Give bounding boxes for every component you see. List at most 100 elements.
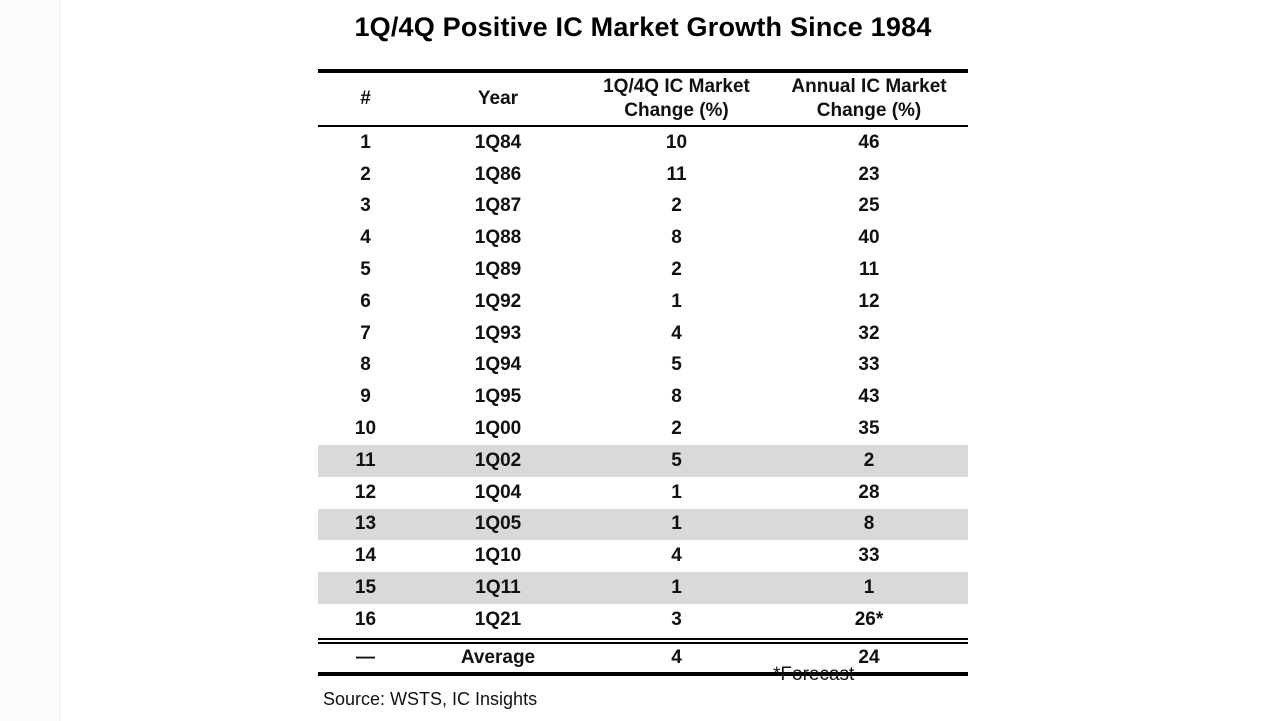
row-q-change: 8: [671, 227, 682, 249]
row-num: 13: [354, 513, 377, 535]
table-row: 7 1Q93 4 32: [318, 318, 968, 350]
table-row: 15 1Q11 1 1: [318, 572, 968, 604]
row-annual-change: 11: [858, 259, 880, 281]
row-q-change: 1: [671, 290, 682, 312]
average-row: — Average 4 24: [318, 644, 968, 672]
header-year: Year: [477, 88, 519, 109]
row-q-change: 8: [671, 386, 682, 408]
row-q-change: 5: [671, 354, 682, 376]
bottom-rule: [318, 671, 968, 676]
row-annual-change: 1: [863, 577, 875, 599]
row-num: 6: [360, 290, 371, 312]
row-year: 1Q92: [474, 290, 522, 312]
row-num: 16: [354, 608, 377, 630]
row-q-change: 11: [666, 163, 687, 185]
row-num: 5: [360, 259, 371, 281]
average-num: —: [356, 646, 375, 668]
row-year: 1Q93: [474, 322, 522, 344]
row-q-change: 4: [671, 322, 682, 344]
table-row: 16 1Q21 3 26*: [318, 604, 968, 636]
table-row: 6 1Q92 1 12: [318, 286, 968, 318]
table-row: 3 1Q87 2 25: [318, 191, 968, 223]
table-row: 5 1Q89 2 11: [318, 254, 968, 286]
table-row: 14 1Q10 4 33: [318, 540, 968, 572]
double-rule: [318, 637, 968, 644]
row-q-change: 4: [671, 545, 682, 567]
row-q-change: 1: [671, 577, 682, 599]
row-annual-change: 32: [858, 322, 880, 344]
row-annual-change: 23: [858, 163, 880, 185]
table-row: 10 1Q00 2 35: [318, 413, 968, 445]
row-q-change: 10: [665, 131, 688, 153]
table-header-row: # Year 1Q/4Q IC Market Change (%) Annual…: [318, 73, 968, 125]
table-row: 2 1Q86 11 23: [318, 159, 968, 191]
row-year: 1Q04: [474, 481, 522, 503]
header-rule: [318, 125, 968, 127]
row-num: 15: [354, 577, 377, 599]
row-year: 1Q00: [474, 418, 522, 440]
table-row: 9 1Q95 8 43: [318, 381, 968, 413]
header-annual-line1: Annual IC Market: [791, 76, 947, 97]
average-label: Average: [460, 646, 536, 668]
table-row: 1 1Q84 10 46: [318, 127, 968, 159]
row-q-change: 1: [671, 513, 682, 535]
header-q-change-line2: Change (%): [624, 100, 729, 121]
row-num: 3: [360, 195, 371, 217]
row-annual-change: 8: [863, 513, 875, 535]
left-margin-strip: [0, 0, 61, 721]
table-row: 12 1Q04 1 28: [318, 477, 968, 509]
row-annual-change: 35: [858, 418, 880, 440]
row-num: 1: [360, 131, 371, 153]
row-year: 1Q87: [474, 195, 522, 217]
row-num: 9: [360, 386, 371, 408]
average-q-change: 4: [671, 646, 682, 668]
row-num: 11: [355, 449, 376, 471]
table-row: 4 1Q88 8 40: [318, 222, 968, 254]
row-annual-change: 33: [858, 354, 880, 376]
average-annual: 24: [858, 646, 880, 668]
header-annual-change: Annual IC Market Change (%): [770, 75, 968, 123]
row-year: 1Q21: [474, 608, 522, 630]
table-title: 1Q/4Q Positive IC Market Growth Since 19…: [354, 12, 932, 42]
row-num: 10: [354, 418, 377, 440]
header-q-change: 1Q/4Q IC Market Change (%): [583, 75, 770, 123]
row-num: 2: [360, 163, 371, 185]
row-year: 1Q84: [474, 131, 522, 153]
forecast-footnote: *Forecast: [773, 664, 855, 685]
table-row: 11 1Q02 5 2: [318, 444, 968, 477]
table-body: 1 1Q84 10 46 2 1Q86 11 23 3 1Q87 2 25 4 1Q88 8 40 5 1Q89 2…: [318, 127, 968, 636]
double-rule-lower: [318, 641, 968, 644]
row-year: 1Q94: [474, 354, 522, 376]
row-annual-change: 25: [858, 195, 880, 217]
row-year: 1Q11: [475, 577, 521, 599]
row-annual-change: 26*: [854, 608, 884, 630]
row-annual-change: 43: [858, 386, 880, 408]
row-q-change: 3: [671, 608, 682, 630]
row-num: 8: [360, 354, 371, 376]
row-q-change: 2: [671, 195, 682, 217]
header-num: #: [360, 88, 371, 109]
row-annual-change: 2: [863, 449, 875, 471]
row-num: 14: [354, 545, 377, 567]
row-num: 7: [360, 322, 371, 344]
header-q-change-line1: 1Q/4Q IC Market: [603, 76, 750, 97]
top-rule: [318, 69, 968, 73]
row-year: 1Q95: [474, 386, 522, 408]
row-num: 4: [360, 227, 371, 249]
row-q-change: 1: [671, 481, 682, 503]
source-note: Source: WSTS, IC Insights: [323, 689, 538, 709]
ic-growth-table: # Year 1Q/4Q IC Market Change (%) Annual…: [318, 69, 968, 676]
row-year: 1Q02: [474, 449, 522, 471]
header-annual-line2: Change (%): [816, 100, 922, 121]
row-q-change: 5: [671, 449, 682, 471]
row-q-change: 2: [671, 418, 682, 440]
row-annual-change: 28: [858, 481, 880, 503]
row-annual-change: 12: [858, 290, 880, 312]
row-annual-change: 40: [858, 227, 880, 249]
row-year: 1Q88: [474, 227, 522, 249]
table-row: 13 1Q05 1 8: [318, 508, 968, 541]
row-year: 1Q10: [474, 545, 522, 567]
table-row: 8 1Q94 5 33: [318, 350, 968, 382]
row-q-change: 2: [671, 259, 682, 281]
row-year: 1Q89: [474, 259, 522, 281]
